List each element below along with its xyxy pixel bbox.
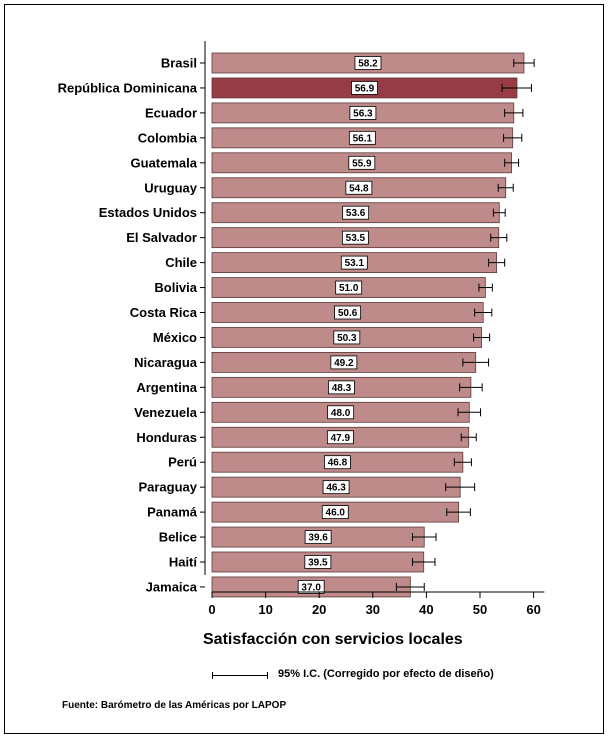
category-label: República Dominicana [58, 80, 198, 95]
data-label-box [326, 430, 354, 445]
x-tick-label: 20 [312, 602, 326, 617]
category-label: Colombia [138, 130, 198, 145]
data-label: 56.9 [355, 83, 375, 94]
category-label: Honduras [136, 430, 197, 445]
y-axis: Brasil República Dominicana Ecuador Colombi… [58, 41, 206, 594]
x-tick-label: 30 [366, 602, 380, 617]
category-label: Estados Unidos [99, 205, 197, 220]
data-label-box [321, 505, 349, 520]
category-label: Ecuador [145, 105, 197, 120]
data-label-box [304, 555, 332, 569]
category-label: Paraguay [138, 480, 197, 495]
data-label: 51.0 [339, 283, 359, 294]
data-label-box [322, 480, 350, 495]
data-label: 58.2 [358, 59, 378, 70]
data-label: 39.6 [308, 533, 328, 544]
category-label: Costa Rica [130, 305, 198, 320]
category-label: Belice [159, 530, 197, 545]
category-label: Venezuela [134, 405, 198, 420]
x-tick-label: 50 [473, 602, 487, 617]
category-label: México [153, 330, 197, 345]
category-label: Uruguay [144, 180, 198, 195]
data-label: 56.3 [353, 108, 373, 119]
data-label-box [334, 305, 362, 320]
data-label: 56.1 [353, 133, 373, 144]
data-label: 55.9 [352, 158, 372, 169]
x-tick-label: 10 [258, 602, 272, 617]
data-label-box [341, 230, 369, 245]
category-label: Perú [168, 455, 197, 470]
data-label-box [330, 355, 358, 370]
data-label: 49.2 [334, 358, 354, 369]
data-label: 50.3 [337, 333, 357, 344]
x-tick-label: 40 [419, 602, 433, 617]
data-label-box [348, 130, 376, 145]
data-label-box [342, 205, 370, 220]
data-label: 46.3 [326, 483, 346, 494]
category-label: Brasil [161, 56, 197, 71]
category-label: Nicaragua [134, 355, 198, 370]
category-label: El Salvador [126, 230, 197, 245]
x-axis: 0 10 20 30 40 50 60 [208, 591, 545, 617]
data-label-box [335, 280, 363, 295]
data-label-box [297, 580, 325, 594]
category-label: Bolivia [154, 280, 197, 295]
data-label: 50.6 [338, 308, 358, 319]
data-label: 48.0 [331, 408, 351, 419]
data-label-box [324, 455, 351, 470]
category-label: Chile [165, 255, 197, 270]
category-label: Panamá [147, 505, 198, 520]
category-label: Argentina [136, 380, 197, 395]
source-note: Fuente: Barómetro de las Américas por LA… [62, 700, 287, 711]
data-label-box [340, 255, 368, 270]
data-label-box [327, 405, 355, 420]
data-label: 39.5 [308, 558, 328, 569]
ci-legend-symbol [212, 672, 268, 679]
data-label: 53.6 [346, 208, 366, 219]
data-label-box [354, 56, 382, 70]
data-label-box [345, 180, 373, 195]
data-label: 37.0 [301, 582, 321, 593]
x-tick-label: 0 [208, 602, 215, 617]
data-label-box [349, 106, 377, 120]
data-label-box [333, 330, 361, 345]
category-label: Haití [169, 555, 198, 570]
data-label: 46.8 [328, 458, 348, 469]
bars-layer: 58.2 56.9 56.3 56.1 55.9 54.8 53.6 53.5 53.1 51.0… [211, 52, 535, 598]
data-label: 46.0 [326, 508, 346, 519]
x-axis-label: Satisfacción con servicios locales [203, 631, 463, 648]
data-label-box [328, 380, 355, 395]
data-label: 54.8 [349, 183, 369, 194]
category-label: Guatemala [131, 155, 198, 170]
category-label: Jamaica [146, 579, 198, 594]
data-label-box [348, 155, 376, 170]
data-label: 47.9 [331, 433, 351, 444]
x-tick-label: 60 [526, 602, 540, 617]
data-label: 53.1 [345, 258, 365, 269]
data-label: 53.5 [346, 233, 366, 244]
data-label: 48.3 [332, 383, 352, 394]
data-label-box [351, 81, 378, 95]
ci-legend-text: 95% I.C. (Corregido por efecto de diseño… [278, 668, 494, 680]
data-label-box [304, 530, 332, 544]
